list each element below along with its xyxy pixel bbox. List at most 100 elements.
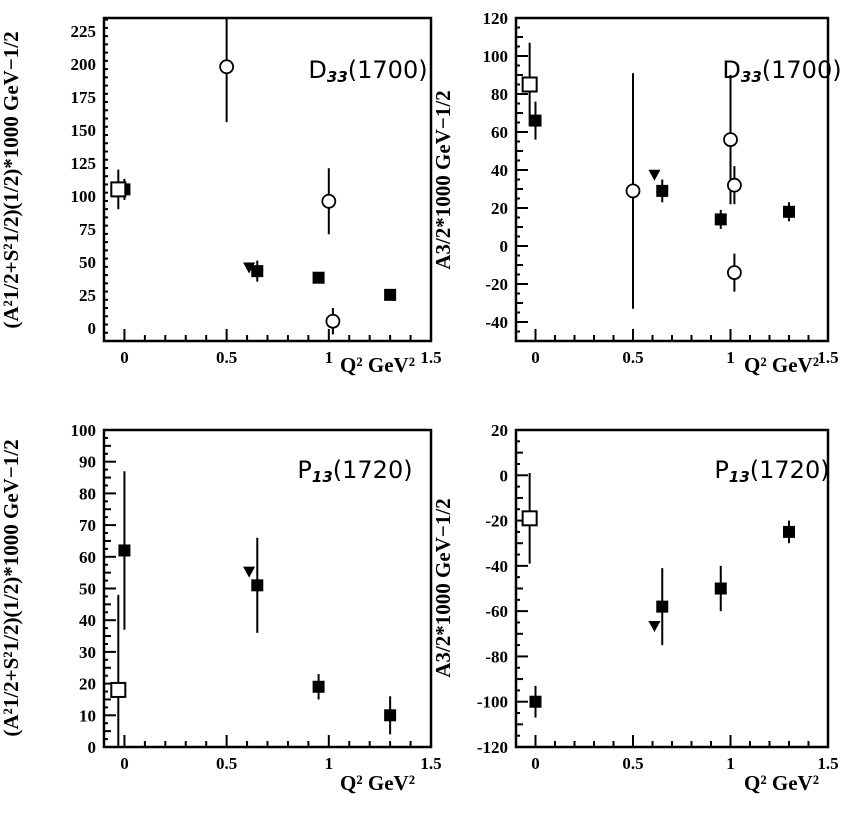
y-tick-label: 60	[79, 548, 96, 567]
x-tick-label: 0	[120, 348, 129, 367]
y-tick-label: 100	[483, 47, 509, 66]
y-tick-label: 75	[79, 220, 96, 239]
panel-4: 0 0.5 1 1.5 -120 -100 -80 -60 -40 -20 0 20 Q² GeV² A3…	[431, 421, 839, 795]
marker-filled-square	[783, 525, 795, 538]
marker-filled-square	[656, 184, 669, 197]
marker-filled-triangle	[648, 620, 661, 632]
x-axis-title: Q² GeV²	[744, 353, 819, 377]
marker-open-square	[110, 181, 127, 198]
panel-resonance-label: P13(1720)	[297, 456, 412, 486]
marker-filled-square	[714, 582, 727, 595]
x-axis-title: Q² GeV²	[340, 771, 415, 795]
data-point-filled-square	[529, 685, 542, 718]
x-tick-label: 0	[531, 754, 540, 773]
marker-filled-square	[783, 205, 795, 218]
data-point-open-square	[110, 169, 127, 210]
y-tick-label: 20	[491, 199, 508, 218]
y-tick-label: 0	[500, 237, 509, 256]
marker-filled-triangle	[648, 169, 661, 181]
x-tick-label: 0.5	[216, 754, 237, 773]
y-tick-label: 70	[79, 516, 96, 535]
data-point-filled-triangle	[243, 566, 256, 578]
y-tick-label: 30	[79, 643, 96, 662]
marker-open-square	[521, 510, 538, 527]
y-tick-label: -60	[485, 602, 508, 621]
y-tick-label: 100	[71, 421, 97, 440]
y-axis-title: (A²1/2+S²1/2)(1/2)*1000 GeV−1/2	[0, 31, 23, 328]
marker-open-circle	[625, 183, 641, 199]
data-point-open-circle	[325, 308, 341, 335]
data-point-open-square	[110, 594, 127, 747]
x-tick-label: 1	[325, 754, 334, 773]
data-point-filled-square	[783, 520, 795, 544]
marker-filled-square	[529, 114, 542, 127]
y-tick-label: 25	[79, 286, 96, 305]
data-point-filled-square	[384, 288, 397, 301]
y-tick-label: -80	[485, 647, 508, 666]
panel-resonance-label: D33(1700)	[308, 56, 427, 86]
y-tick-label: 0	[88, 738, 97, 757]
y-tick-label: -40	[485, 313, 508, 332]
y-tick-label: 0	[88, 319, 97, 338]
panel-2: 0 0.5 1 1.5 -40 -20 0 20 40 60 80 100 120 Q² GeV² A3/2…	[431, 9, 842, 377]
marker-filled-square	[384, 709, 397, 722]
marker-open-square	[110, 681, 127, 698]
marker-filled-square	[714, 213, 727, 226]
data-point-filled-square	[783, 202, 795, 222]
y-tick-label: 90	[79, 453, 96, 472]
data-point-filled-square	[656, 179, 669, 203]
x-tick-label: 0.5	[216, 348, 237, 367]
data-point-filled-square	[251, 537, 264, 633]
data-point-open-circle	[625, 73, 641, 309]
marker-filled-triangle	[243, 262, 256, 274]
x-tick-label: 1.5	[420, 754, 441, 773]
data-point-filled-square	[312, 674, 325, 700]
panel-resonance-label: D33(1700)	[722, 56, 841, 86]
x-tick-label: 1.5	[420, 348, 441, 367]
panel-3: 0 0.5 1 1.5 0 10 20 30 40 50 60 70 80 90 100 Q² GeV² (A²…	[0, 421, 442, 795]
y-tick-label: 125	[71, 154, 97, 173]
data-point-open-square	[521, 473, 538, 564]
data-point-filled-square	[251, 260, 264, 282]
y-tick-label: 80	[491, 85, 508, 104]
y-tick-label: 80	[79, 484, 96, 503]
y-axis-title: A3/2*1000 GeV−1/2	[431, 498, 455, 677]
panel-resonance-label: P13(1720)	[714, 456, 829, 486]
marker-filled-square	[656, 600, 669, 613]
y-tick-label: 40	[491, 161, 508, 180]
data-point-filled-square	[529, 101, 542, 140]
marker-filled-triangle	[243, 566, 256, 578]
y-tick-label: 150	[71, 121, 97, 140]
marker-filled-square	[529, 695, 542, 708]
x-tick-label: 1	[325, 348, 334, 367]
y-tick-label: 10	[79, 706, 96, 725]
y-tick-label: 20	[79, 675, 96, 694]
marker-open-circle	[219, 59, 235, 75]
x-tick-label: 1	[726, 754, 735, 773]
x-axis-title: Q² GeV²	[744, 771, 819, 795]
marker-open-circle	[325, 313, 341, 329]
y-axis-title: A3/2*1000 GeV−1/2	[431, 90, 455, 269]
data-point-filled-triangle	[648, 169, 661, 181]
marker-open-circle	[723, 132, 738, 148]
marker-filled-square	[251, 579, 264, 592]
y-tick-label: -20	[485, 275, 508, 294]
x-axis-title: Q² GeV²	[340, 353, 415, 377]
data-point-filled-square	[384, 696, 397, 735]
y-tick-label: 40	[79, 611, 96, 630]
marker-filled-square	[312, 271, 325, 284]
x-tick-label: 0	[531, 348, 540, 367]
y-tick-label: 60	[491, 123, 508, 142]
y-tick-label: -120	[477, 738, 508, 757]
y-tick-label: 100	[71, 187, 97, 206]
y-tick-label: -100	[477, 693, 508, 712]
y-tick-label: -40	[485, 557, 508, 576]
marker-open-circle	[727, 177, 742, 193]
data-point-filled-square	[312, 271, 325, 284]
marker-filled-square	[384, 288, 397, 301]
panel-1: 0 0.5 1 1.5 0 25 50 75 100 125 150 175 200 225 Q² GeV²…	[0, 16, 442, 377]
y-tick-label: 50	[79, 253, 96, 272]
data-point-filled-square	[656, 568, 669, 646]
data-point-filled-triangle	[648, 620, 661, 632]
